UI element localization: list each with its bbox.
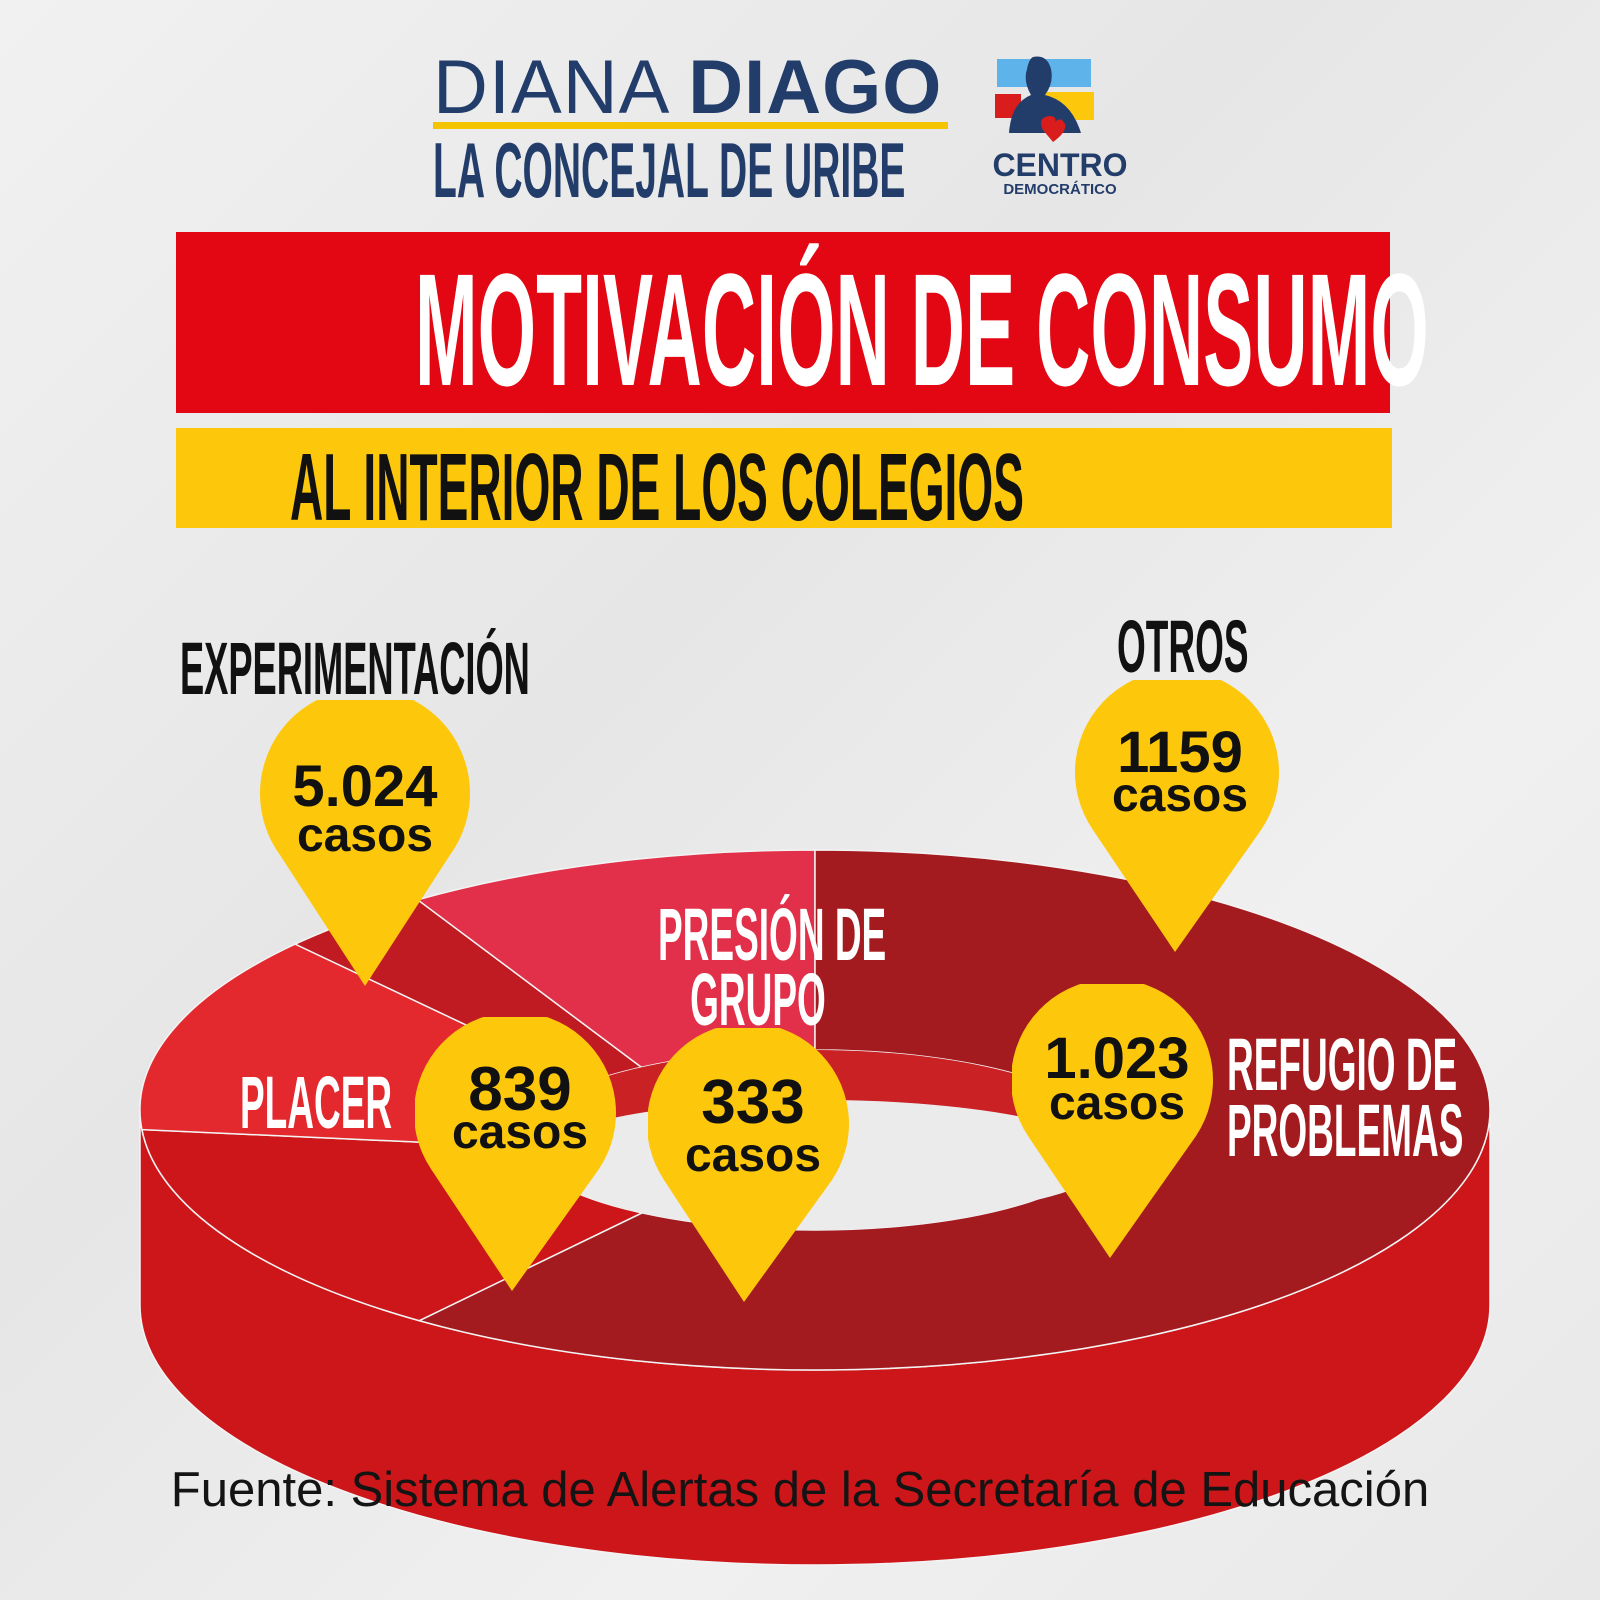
value-placer: 839 [468, 1055, 572, 1124]
label-presion-line2: GRUPO [690, 958, 826, 1041]
marker-placer: 839 casos [415, 1017, 625, 1307]
unit-experimentacion: casos [296, 809, 434, 862]
map-pin-icon [415, 1017, 616, 1291]
label-experimentacion: EXPERIMENTACIÓN [180, 627, 530, 710]
map-pin-icon [1075, 680, 1279, 952]
unit-otros: casos [1111, 769, 1249, 822]
map-pin-icon [648, 1028, 849, 1302]
party-logo-icon: CENTRO DEMOCRÁTICO [992, 56, 1128, 198]
title-banner [176, 232, 1390, 413]
unit-placer: casos [451, 1106, 589, 1159]
label-placer: PLACER [240, 1061, 393, 1144]
tagline: LA CONCEJAL DE URIBE [433, 126, 906, 214]
logo-underline [433, 122, 948, 129]
map-pin-icon [260, 700, 470, 986]
marker-refugio: 1.023 casos [1012, 984, 1222, 1274]
name-bold: DIAGO [688, 45, 943, 130]
marker-experimentacion: 5.024 casos [260, 700, 470, 990]
party-logo: CENTRO DEMOCRÁTICO [985, 52, 1135, 202]
unit-presion: casos [684, 1129, 822, 1182]
map-pin-icon [1012, 984, 1213, 1258]
name-light: DIANA [433, 45, 667, 130]
value-experimentacion: 5.024 [292, 754, 438, 819]
source-note: Fuente: Sistema de Alertas de la Secreta… [170, 1463, 1430, 1517]
party-line1: CENTRO [992, 147, 1127, 183]
value-otros: 1159 [1117, 720, 1243, 785]
candidate-name: DIANA DIAGO [433, 50, 942, 126]
label-otros: OTROS [1117, 605, 1249, 688]
value-presion: 333 [701, 1068, 805, 1137]
party-line2: DEMOCRÁTICO [1003, 181, 1117, 198]
marker-otros: 1159 casos [1075, 680, 1285, 970]
unit-refugio: casos [1048, 1077, 1186, 1130]
subtitle-banner [176, 428, 1392, 528]
page-subtitle: AL INTERIOR DE LOS COLEGIOS [290, 434, 1024, 541]
value-refugio: 1.023 [1044, 1026, 1190, 1091]
label-refugio-line2: PROBLEMAS [1227, 1089, 1464, 1172]
label-refugio-line1: REFUGIO DE [1227, 1023, 1458, 1106]
marker-presion: 333 casos [648, 1028, 858, 1318]
label-presion-line1: PRESIÓN DE [658, 893, 887, 976]
